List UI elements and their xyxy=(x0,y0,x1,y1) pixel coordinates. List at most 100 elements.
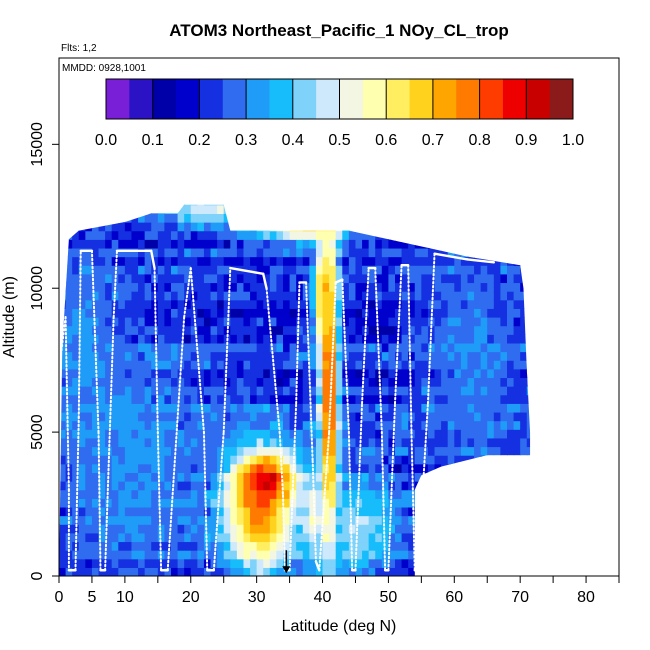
heatmap-cell xyxy=(507,558,515,568)
heatmap-cell xyxy=(401,394,409,404)
heatmap-cell xyxy=(296,239,304,249)
heatmap-cell xyxy=(315,342,324,353)
heatmap-cell xyxy=(283,377,291,387)
heatmap-cell xyxy=(342,334,350,344)
heatmap-cell xyxy=(467,394,475,404)
heatmap-cell xyxy=(315,265,324,275)
heatmap-cell xyxy=(493,429,502,439)
heatmap-cell xyxy=(447,481,455,491)
heatmap-cell xyxy=(507,455,515,465)
heatmap-cell xyxy=(190,360,198,370)
heatmap-cell xyxy=(520,299,528,309)
heatmap-cell xyxy=(190,239,198,249)
heatmap-cell xyxy=(434,273,442,284)
heatmap-cell xyxy=(414,299,422,309)
heatmap-cell xyxy=(480,481,488,491)
heatmap-cell xyxy=(269,299,278,309)
heatmap-cell xyxy=(441,265,449,275)
heatmap-cell xyxy=(480,204,488,206)
heatmap-cell xyxy=(500,437,508,448)
heatmap-cell xyxy=(164,403,172,413)
heatmap-cell xyxy=(243,317,251,327)
heatmap-cell xyxy=(526,282,531,292)
heatmap-cell xyxy=(210,239,218,249)
heatmap-cell xyxy=(85,463,93,473)
x-tick-label: 40 xyxy=(314,589,332,606)
heatmap-cell xyxy=(375,394,383,404)
heatmap-cell xyxy=(434,472,442,482)
heatmap-cell xyxy=(302,368,310,379)
heatmap-cell xyxy=(138,541,146,551)
heatmap-cell xyxy=(348,308,357,318)
heatmap-cell xyxy=(91,282,100,292)
heatmap-cell xyxy=(276,541,284,551)
heatmap-cell xyxy=(513,317,521,327)
heatmap-cell xyxy=(131,213,139,223)
heatmap-cell xyxy=(78,403,86,413)
heatmap-cell xyxy=(118,481,126,491)
heatmap-cell xyxy=(388,498,396,508)
heatmap-cell xyxy=(118,498,126,508)
heatmap-cell xyxy=(441,368,449,379)
heatmap-cell xyxy=(480,532,488,543)
heatmap-cell xyxy=(447,368,455,379)
heatmap-cell xyxy=(124,222,133,232)
heatmap-cell xyxy=(276,239,284,249)
heatmap-cell xyxy=(256,394,264,404)
heatmap-cell xyxy=(256,299,264,309)
heatmap-cell xyxy=(296,463,304,473)
heatmap-cell xyxy=(98,299,106,309)
colorbar-swatch xyxy=(339,79,364,119)
heatmap-cell xyxy=(131,204,139,214)
heatmap-cell xyxy=(474,377,482,387)
heatmap-cell xyxy=(276,515,284,525)
heatmap-cell xyxy=(493,481,502,491)
heatmap-cell xyxy=(78,550,86,560)
heatmap-cell xyxy=(414,256,422,266)
heatmap-cell xyxy=(171,230,179,240)
heatmap-cell xyxy=(302,506,310,517)
heatmap-cell xyxy=(197,368,205,379)
heatmap-cell xyxy=(493,489,502,499)
heatmap-cell xyxy=(342,239,350,249)
heatmap-cell xyxy=(91,368,100,379)
heatmap-cell xyxy=(138,299,146,309)
heatmap-cell xyxy=(151,204,159,206)
heatmap-cell xyxy=(434,317,442,327)
heatmap-cell xyxy=(513,282,521,292)
heatmap-cell xyxy=(342,506,350,517)
heatmap-cell xyxy=(111,230,119,240)
heatmap-cell xyxy=(322,204,330,206)
heatmap-cell xyxy=(105,498,113,508)
heatmap-cell xyxy=(283,437,291,448)
heatmap-cell xyxy=(348,437,357,448)
colorbar-tick-label: 0.9 xyxy=(515,132,537,149)
heatmap-cell xyxy=(78,463,86,473)
heatmap-cell xyxy=(342,377,350,387)
heatmap-cell xyxy=(335,351,343,361)
heatmap-cell xyxy=(342,386,350,396)
heatmap-cell xyxy=(203,437,212,448)
heatmap-cell xyxy=(520,489,528,499)
heatmap-cell xyxy=(500,550,508,560)
heatmap-cell xyxy=(230,524,238,534)
heatmap-cell xyxy=(447,377,455,387)
heatmap-cell xyxy=(427,515,436,525)
heatmap-cell xyxy=(197,247,205,258)
flight-track-segment xyxy=(288,402,298,572)
heatmap-cell xyxy=(513,506,521,517)
flight-track-segment xyxy=(59,316,67,356)
heatmap-cell xyxy=(105,368,113,379)
heatmap-cell xyxy=(460,532,469,543)
heatmap-cell xyxy=(381,351,390,361)
heatmap-cell xyxy=(381,420,390,430)
heatmap-cell xyxy=(256,239,264,249)
heatmap-cell xyxy=(177,351,185,361)
heatmap-cell xyxy=(520,282,528,292)
heatmap-cell xyxy=(526,489,531,499)
heatmap-cell xyxy=(474,463,482,473)
heatmap-cell xyxy=(276,386,284,396)
heatmap-cell xyxy=(164,282,172,292)
heatmap-cell xyxy=(329,420,337,430)
heatmap-cell xyxy=(118,204,126,206)
